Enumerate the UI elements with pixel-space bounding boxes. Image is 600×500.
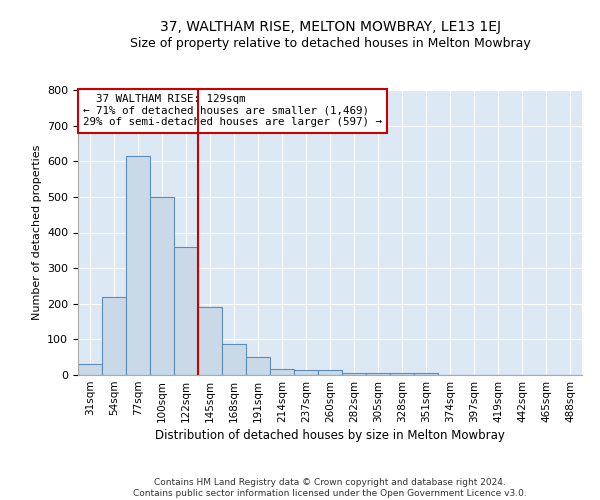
Bar bbox=[366, 372, 390, 375]
Bar bbox=[198, 308, 222, 375]
Bar bbox=[390, 373, 414, 375]
Text: 37, WALTHAM RISE, MELTON MOWBRAY, LE13 1EJ: 37, WALTHAM RISE, MELTON MOWBRAY, LE13 1… bbox=[160, 20, 500, 34]
Bar bbox=[78, 364, 102, 375]
Bar bbox=[102, 296, 126, 375]
Bar bbox=[270, 368, 294, 375]
Bar bbox=[294, 370, 318, 375]
Y-axis label: Number of detached properties: Number of detached properties bbox=[32, 145, 41, 320]
Bar bbox=[150, 197, 174, 375]
Bar bbox=[342, 372, 366, 375]
Text: Contains HM Land Registry data © Crown copyright and database right 2024.
Contai: Contains HM Land Registry data © Crown c… bbox=[133, 478, 527, 498]
Bar bbox=[318, 370, 342, 375]
Bar bbox=[414, 372, 438, 375]
Bar bbox=[126, 156, 150, 375]
Text: 37 WALTHAM RISE: 129sqm
← 71% of detached houses are smaller (1,469)
29% of semi: 37 WALTHAM RISE: 129sqm ← 71% of detache… bbox=[83, 94, 382, 128]
X-axis label: Distribution of detached houses by size in Melton Mowbray: Distribution of detached houses by size … bbox=[155, 429, 505, 442]
Bar bbox=[174, 248, 198, 375]
Text: Size of property relative to detached houses in Melton Mowbray: Size of property relative to detached ho… bbox=[130, 38, 530, 51]
Bar bbox=[246, 357, 270, 375]
Bar bbox=[222, 344, 246, 375]
